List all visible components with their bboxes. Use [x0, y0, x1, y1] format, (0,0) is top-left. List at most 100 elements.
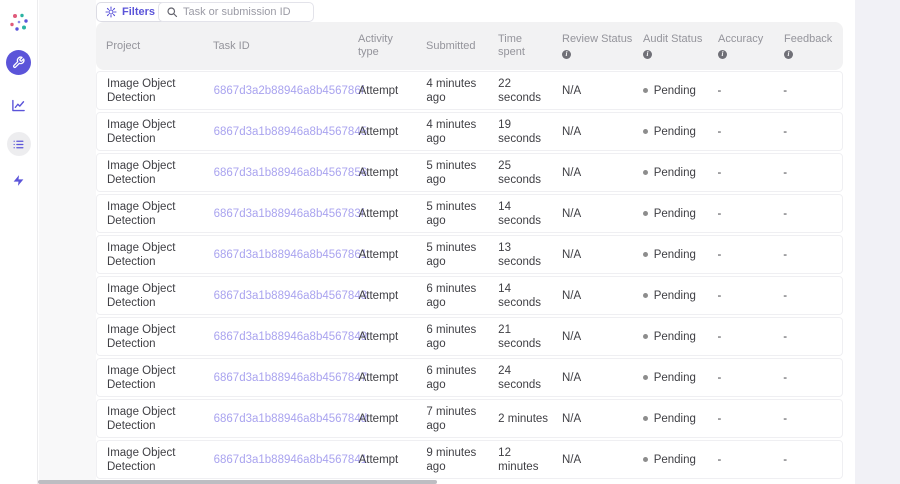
audit-status-cell: Pending — [633, 359, 708, 396]
info-icon[interactable]: i — [643, 50, 652, 59]
time-spent-cell: 14 seconds — [498, 200, 542, 227]
review-status-cell: N/A — [561, 166, 582, 179]
project-cell: Image Object Detection — [107, 405, 176, 432]
column-label: Time spent — [498, 33, 525, 58]
sidebar-item-tools[interactable] — [6, 50, 31, 75]
review-status-cell: N/A — [561, 207, 582, 220]
sidebar-item-tasks[interactable] — [6, 132, 31, 156]
pending-status-dot-icon — [642, 416, 648, 421]
task-id-link[interactable]: 6867d3a1b88946a8b4567861 — [213, 248, 368, 261]
project-cell: Image Object Detection — [107, 323, 176, 350]
review-status-cell: N/A — [561, 330, 582, 343]
table-row: Image Object Detection 6867d3a1b88946a8b… — [96, 358, 843, 397]
page-background-gutter — [855, 0, 900, 484]
audit-status-cell: Pending — [633, 318, 708, 355]
submitted-cell: 9 minutes ago — [426, 446, 477, 473]
activity-type-cell: Attempt — [358, 289, 399, 302]
audit-status-label: Pending — [653, 453, 696, 466]
audit-status-label: Pending — [653, 125, 696, 138]
project-cell: Image Object Detection — [107, 241, 176, 268]
pending-status-dot-icon — [642, 170, 648, 175]
task-id-link[interactable]: 6867d3a1b88946a8b4567841 — [213, 453, 368, 466]
table-row: Image Object Detection 6867d3a1b88946a8b… — [96, 399, 843, 438]
pending-status-dot-icon — [642, 375, 648, 380]
audit-status-cell: Pending — [633, 113, 708, 150]
column-header-review-status: Review Status i — [552, 22, 633, 70]
activity-type-cell: Attempt — [358, 412, 399, 425]
table-row: Image Object Detection 6867d3a1b88946a8b… — [96, 194, 843, 233]
time-spent-cell: 25 seconds — [498, 159, 542, 186]
audit-status-cell: Pending — [633, 72, 708, 109]
feedback-cell: - — [783, 166, 788, 179]
filter-settings-icon — [105, 6, 117, 18]
review-status-cell: N/A — [561, 412, 582, 425]
column-label: Submitted — [426, 39, 476, 52]
column-label: Review Status — [562, 33, 633, 45]
info-icon[interactable]: i — [784, 50, 793, 59]
task-id-link[interactable]: 6867d3a1b88946a8b456784d — [213, 412, 368, 425]
column-header-feedback: Feedback i — [774, 22, 843, 70]
activity-type-cell: Attempt — [358, 166, 399, 179]
table-row: Image Object Detection 6867d3a1b88946a8b… — [96, 440, 843, 479]
info-icon[interactable]: i — [718, 50, 727, 59]
feedback-cell: - — [783, 412, 788, 425]
project-cell: Image Object Detection — [107, 364, 176, 391]
submitted-cell: 6 minutes ago — [426, 323, 477, 350]
task-id-link[interactable]: 6867d3a1b88946a8b4567845 — [213, 125, 368, 138]
time-spent-cell: 12 minutes — [498, 446, 539, 473]
sidebar-item-analytics[interactable] — [6, 93, 31, 118]
feedback-cell: - — [783, 84, 788, 97]
column-header-activity-type: Activity type — [348, 22, 416, 70]
task-id-link[interactable]: 6867d3a1b88946a8b4567849 — [213, 330, 368, 343]
feedback-cell: - — [783, 125, 788, 138]
info-icon[interactable]: i — [562, 50, 571, 59]
submitted-cell: 4 minutes ago — [426, 77, 477, 104]
task-id-link[interactable]: 6867d3a1b88946a8b4567847 — [213, 371, 368, 384]
lightning-bolt-icon — [12, 173, 25, 188]
task-id-link[interactable]: 6867d3a1b88946a8b456783f — [213, 207, 364, 220]
filters-button[interactable]: Filters — [96, 2, 167, 22]
pending-status-dot-icon — [642, 293, 648, 298]
table-row: Image Object Detection 6867d3a1b88946a8b… — [96, 317, 843, 356]
review-status-cell: N/A — [561, 289, 582, 302]
audit-status-label: Pending — [653, 371, 696, 384]
submitted-cell: 4 minutes ago — [426, 118, 477, 145]
audit-status-cell: Pending — [633, 277, 708, 314]
review-status-cell: N/A — [561, 371, 582, 384]
list-icon — [12, 138, 25, 151]
audit-status-label: Pending — [653, 166, 696, 179]
feedback-cell: - — [783, 453, 788, 466]
activity-type-cell: Attempt — [358, 371, 399, 384]
filters-button-label: Filters — [122, 6, 156, 18]
table-body: Image Object Detection 6867d3a2b88946a8b… — [96, 71, 843, 479]
column-label: Feedback — [784, 33, 833, 45]
toolbar: Filters — [96, 0, 843, 22]
task-id-link[interactable]: 6867d3a2b88946a8b456786f — [213, 84, 364, 97]
main-content: Filters Project Task ID Activity type Su… — [96, 0, 843, 481]
project-cell: Image Object Detection — [107, 118, 176, 145]
wrench-icon — [12, 56, 25, 69]
audit-status-cell: Pending — [633, 400, 708, 437]
pending-status-dot-icon — [642, 457, 648, 462]
accuracy-cell: - — [717, 248, 722, 261]
feedback-cell: - — [783, 207, 788, 220]
submitted-cell: 5 minutes ago — [426, 200, 477, 227]
secondary-rail — [39, 0, 96, 484]
submitted-cell: 7 minutes ago — [426, 405, 477, 432]
activity-type-cell: Attempt — [358, 84, 399, 97]
search-input[interactable] — [183, 6, 306, 18]
table-row: Image Object Detection 6867d3a1b88946a8b… — [96, 235, 843, 274]
time-spent-cell: 22 seconds — [498, 77, 542, 104]
task-id-link[interactable]: 6867d3a1b88946a8b4567856 — [213, 166, 368, 179]
accuracy-cell: - — [717, 84, 722, 97]
search-box[interactable] — [158, 2, 314, 22]
audit-status-label: Pending — [653, 412, 696, 425]
column-header-accuracy: Accuracy i — [708, 22, 774, 70]
sidebar-item-activity[interactable] — [6, 168, 31, 193]
review-status-cell: N/A — [561, 248, 582, 261]
time-spent-cell: 24 seconds — [498, 364, 542, 391]
task-id-link[interactable]: 6867d3a1b88946a8b4567843 — [213, 289, 368, 302]
project-cell: Image Object Detection — [107, 159, 176, 186]
project-cell: Image Object Detection — [107, 200, 176, 227]
horizontal-scrollbar-thumb[interactable] — [38, 480, 437, 484]
